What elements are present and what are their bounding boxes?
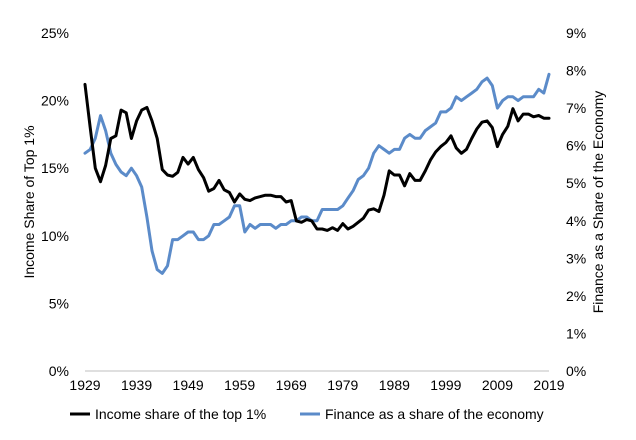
x-tick-label: 2009 (482, 377, 513, 393)
top1-income-share-line (83, 82, 551, 232)
left-y-tick-label: 10% (41, 228, 69, 244)
legend-finance-label: Finance as a share of the economy (325, 406, 544, 422)
x-tick-label: 1969 (276, 377, 307, 393)
x-tick-label: 1999 (430, 377, 461, 393)
right-y-tick-label: 9% (566, 25, 586, 41)
x-ticks: 1929 1939 1949 1959 1969 1979 1989 1999 2009 2019 (69, 377, 564, 393)
left-axis-title: Income Share of Top 1% (21, 125, 37, 278)
right-y-tick-label: 3% (566, 250, 586, 266)
right-axis-title: Finance as a Share of the Economy (590, 91, 606, 314)
left-y-tick-label: 25% (41, 25, 69, 41)
left-y-tick-label: 15% (41, 160, 69, 176)
right-y-tick-label: 5% (566, 175, 586, 191)
x-tick-label: 1959 (224, 377, 255, 393)
left-y-ticks: 0% 5% 10% 15% 20% 25% (41, 25, 69, 379)
legend-top1-label: Income share of the top 1% (95, 406, 266, 422)
left-y-tick-label: 20% (41, 93, 69, 109)
left-y-tick-label: 5% (49, 295, 69, 311)
right-y-tick-label: 1% (566, 325, 586, 341)
left-y-tick-label: 0% (49, 363, 69, 379)
x-tick-label: 1929 (69, 377, 100, 393)
right-y-tick-label: 4% (566, 213, 586, 229)
x-tick-label: 1989 (379, 377, 410, 393)
x-tick-label: 1939 (121, 377, 152, 393)
right-y-tick-label: 2% (566, 288, 586, 304)
x-tick-label: 1949 (173, 377, 204, 393)
finance-share-line (83, 72, 551, 275)
right-y-tick-label: 6% (566, 138, 586, 154)
x-tick-label: 1979 (327, 377, 358, 393)
x-tick-label: 2019 (533, 377, 564, 393)
right-y-tick-label: 0% (566, 363, 586, 379)
right-y-ticks: 0% 1% 2% 3% 4% 5% 6% 7% 8% 9% (566, 25, 586, 379)
legend: Income share of the top 1% Finance as a s… (70, 406, 544, 422)
series-lines (83, 72, 551, 275)
right-y-tick-label: 8% (566, 63, 586, 79)
right-y-tick-label: 7% (566, 100, 586, 116)
